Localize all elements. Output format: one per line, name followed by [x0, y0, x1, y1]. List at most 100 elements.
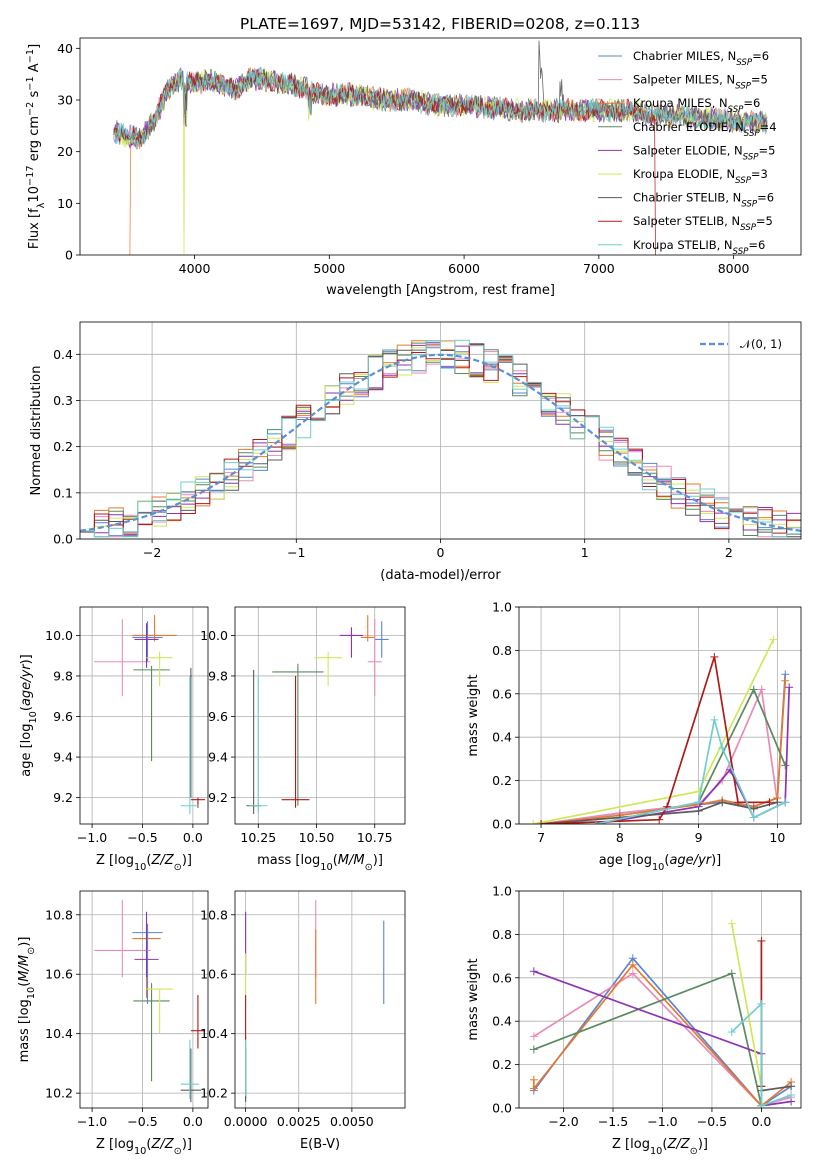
x-axis-label: E(B-V) [300, 1137, 340, 1152]
y-tick-label: 9.4 [53, 750, 73, 765]
legend-entry: Chabrier MILES, NSSP=6 [633, 49, 769, 68]
y-tick-label: 10.4 [45, 1026, 73, 1041]
error-point-6 [146, 651, 173, 687]
x-tick-label: 0.0025 [277, 1114, 321, 1129]
plot-area [94, 899, 205, 1103]
x-tick-label: −0.5 [127, 1114, 157, 1129]
x-tick-label: 0.0 [751, 1114, 771, 1129]
x-axis-label: wavelength [Angstrom, rest frame] [326, 283, 555, 298]
x-tick-label: −1.0 [77, 830, 107, 845]
y-tick-label: 0.6 [492, 686, 512, 701]
x-tick-label: 5000 [313, 261, 345, 276]
error-point-3 [132, 615, 177, 642]
error-point-2 [94, 619, 151, 697]
series-line [533, 956, 792, 1107]
x-tick-label: −1.5 [598, 1114, 628, 1129]
x-tick-label: −2.0 [548, 1114, 578, 1129]
y-tick-label: 1.0 [492, 600, 512, 615]
legend-entry: Kroupa STELIB, NSSP=6 [633, 238, 765, 257]
histogram-series-2 [80, 340, 801, 538]
axes-frame [234, 606, 406, 825]
legend-entry: Kroupa MILES, NSSP=6 [633, 96, 760, 115]
x-tick-label: 2 [725, 545, 733, 560]
x-tick-label: 8 [616, 830, 624, 845]
y-tick-label: 30 [57, 93, 73, 108]
series-line [596, 687, 791, 824]
series-line [533, 972, 763, 1106]
series-line [731, 1001, 792, 1108]
x-tick-label: −1 [287, 545, 305, 560]
error-point-5 [339, 627, 364, 658]
x-tick-label: 0.0 [183, 1114, 203, 1129]
x-tick-label: 6000 [448, 261, 480, 276]
plot-area [80, 339, 801, 538]
mass-weight-age-panel: 7 8 9 10 0.0 0.2 0.4 0.6 0.8 1.0 age [log10(age/yr… [466, 600, 802, 873]
error-point-4 [133, 665, 170, 762]
x-tick-label: 10.50 [299, 830, 335, 845]
error-point-4 [272, 663, 324, 806]
series-line [533, 972, 792, 1107]
x-tick-label: 1 [581, 545, 589, 560]
y-tick-label: 0.6 [492, 970, 512, 985]
error-point-1 [132, 621, 163, 662]
x-tick-label: 7 [537, 830, 545, 845]
legend-entry: Salpeter ELODIE, NSSP=5 [633, 143, 775, 162]
gaussian-curve [80, 353, 801, 532]
y-axis-label: Normed distribution [29, 366, 44, 496]
y-tick-label: 1.0 [492, 884, 512, 899]
y-tick-label: 9.4 [208, 750, 228, 765]
axes-frame [79, 37, 802, 256]
y-axis-label: mass [log10(M/M⊙)] [17, 937, 37, 1063]
legend-entry: Salpeter STELIB, NSSP=5 [633, 214, 773, 233]
series-line [596, 719, 786, 824]
error-point-9 [248, 675, 268, 814]
y-tick-label: 10.0 [200, 628, 228, 643]
x-tick-label: 10.75 [357, 830, 393, 845]
x-tick-label: −2 [143, 545, 161, 560]
y-tick-label: 0.3 [53, 393, 73, 408]
y-axis-label: mass weight [466, 674, 481, 756]
y-tick-label: 0.0 [492, 817, 512, 832]
y-tick-label: 40 [57, 41, 73, 56]
y-tick-label: 10.2 [200, 1086, 228, 1101]
mass-weight-series-4 [529, 969, 766, 1108]
y-tick-label: 0.2 [53, 439, 73, 454]
x-tick-label: 9 [695, 830, 703, 845]
axes-frame [518, 890, 802, 1109]
y-axis-label: Flux [fλ10−17 erg cm−2 s−1 A−1] [25, 44, 47, 249]
y-tick-label: 0.8 [492, 927, 512, 942]
y-tick-label: 9.6 [208, 709, 228, 724]
error-point-1 [132, 923, 163, 1004]
x-axis-label: Z [log10(Z/Z⊙)] [96, 853, 192, 873]
y-tick-label: 10.0 [45, 628, 73, 643]
age-vs-z-panel: −1.0 −0.5 0.0 9.2 9.4 9.6 9.8 10.0 Z [log10(Z/Z⊙… [19, 606, 209, 873]
x-tick-label: 0 [437, 545, 445, 560]
y-tick-label: 10.8 [200, 907, 228, 922]
axes-frame [234, 890, 406, 1109]
x-axis-label: (data-model)/error [380, 568, 501, 583]
mass-vs-z-panel: −1.0 −0.5 0.0 10.2 10.4 10.6 10.8 Z [log10(Z/Z⊙… [17, 890, 209, 1157]
error-point-5 [134, 911, 159, 978]
x-axis-label: Z [log10(Z/Z⊙)] [612, 1137, 708, 1157]
mass-weight-series-9 [592, 715, 790, 824]
x-tick-label: 10 [769, 830, 785, 845]
gaussian-legend-label: 𝒩(0, 1) [740, 337, 782, 351]
y-tick-label: 9.8 [53, 668, 73, 683]
y-tick-label: 9.6 [53, 709, 73, 724]
legend-entry: Chabrier ELODIE, NSSP=4 [633, 120, 777, 139]
spectrum-line-9 [113, 69, 768, 150]
x-axis-label: mass [log10(M/M⊙)] [257, 853, 383, 873]
error-point-7 [180, 1048, 201, 1103]
mass-weight-z-panel: −2.0 −1.5 −1.0 −0.5 0.0 0.0 0.2 0.4 0.6 0.8 1.0 Z [… [466, 884, 802, 1157]
y-tick-label: 10 [57, 196, 73, 211]
y-tick-label: 0.2 [492, 773, 512, 788]
error-point-5 [134, 623, 159, 668]
error-point-6 [146, 988, 173, 1034]
y-tick-label: 0.1 [53, 485, 73, 500]
legend-entry: Salpeter MILES, NSSP=5 [633, 73, 768, 92]
plot-area [246, 615, 389, 814]
mass-weight-series-6 [727, 919, 766, 1108]
x-tick-label: 0.0000 [224, 1114, 268, 1129]
y-tick-label: 10.4 [200, 1026, 228, 1041]
y-tick-label: 20 [57, 144, 73, 159]
